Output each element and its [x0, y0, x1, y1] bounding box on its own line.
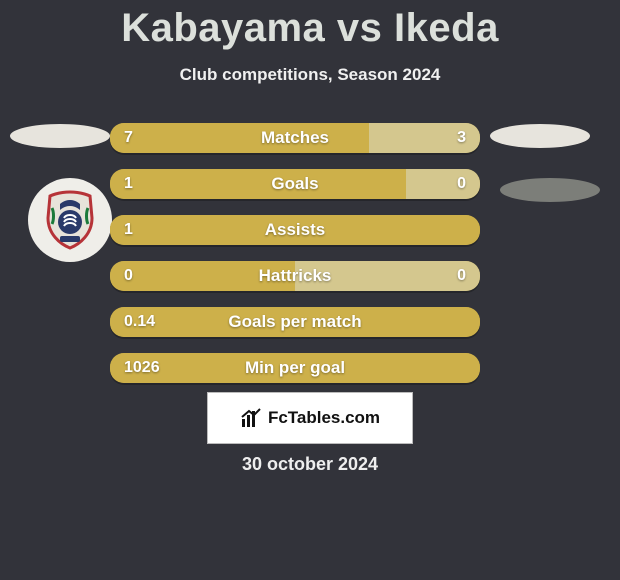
stat-bar-left-seg [110, 353, 480, 383]
side-ellipse [500, 178, 600, 202]
brand-text: FcTables.com [268, 408, 380, 428]
brand-card: FcTables.com [207, 392, 413, 444]
club-crest-icon [38, 188, 102, 252]
stat-bar-right-seg [406, 169, 480, 199]
stat-bar-right-seg [369, 123, 480, 153]
stat-bar-left-seg [110, 169, 406, 199]
side-ellipse [490, 124, 590, 148]
club-badge [28, 178, 112, 262]
date-text: 30 october 2024 [0, 454, 620, 475]
stat-bar-left-seg [110, 215, 480, 245]
stat-bar-left-seg [110, 261, 295, 291]
stat-bar-left-seg [110, 307, 480, 337]
stat-bar-row: 73Matches [110, 123, 480, 153]
brand-chart-icon [240, 407, 262, 429]
subtitle: Club competitions, Season 2024 [0, 65, 620, 85]
stat-bar-right-seg [295, 261, 480, 291]
stat-bar-row: 00Hattricks [110, 261, 480, 291]
stat-bar-row: 1Assists [110, 215, 480, 245]
stat-bar-left-seg [110, 123, 369, 153]
stat-bar-row: 0.14Goals per match [110, 307, 480, 337]
stat-bar-row: 10Goals [110, 169, 480, 199]
stat-bar-row: 1026Min per goal [110, 353, 480, 383]
stat-bars: 73Matches 10Goals 1Assists 00Hattricks 0.14G… [110, 123, 480, 399]
side-ellipse [10, 124, 110, 148]
page-title: Kabayama vs Ikeda [0, 0, 620, 51]
